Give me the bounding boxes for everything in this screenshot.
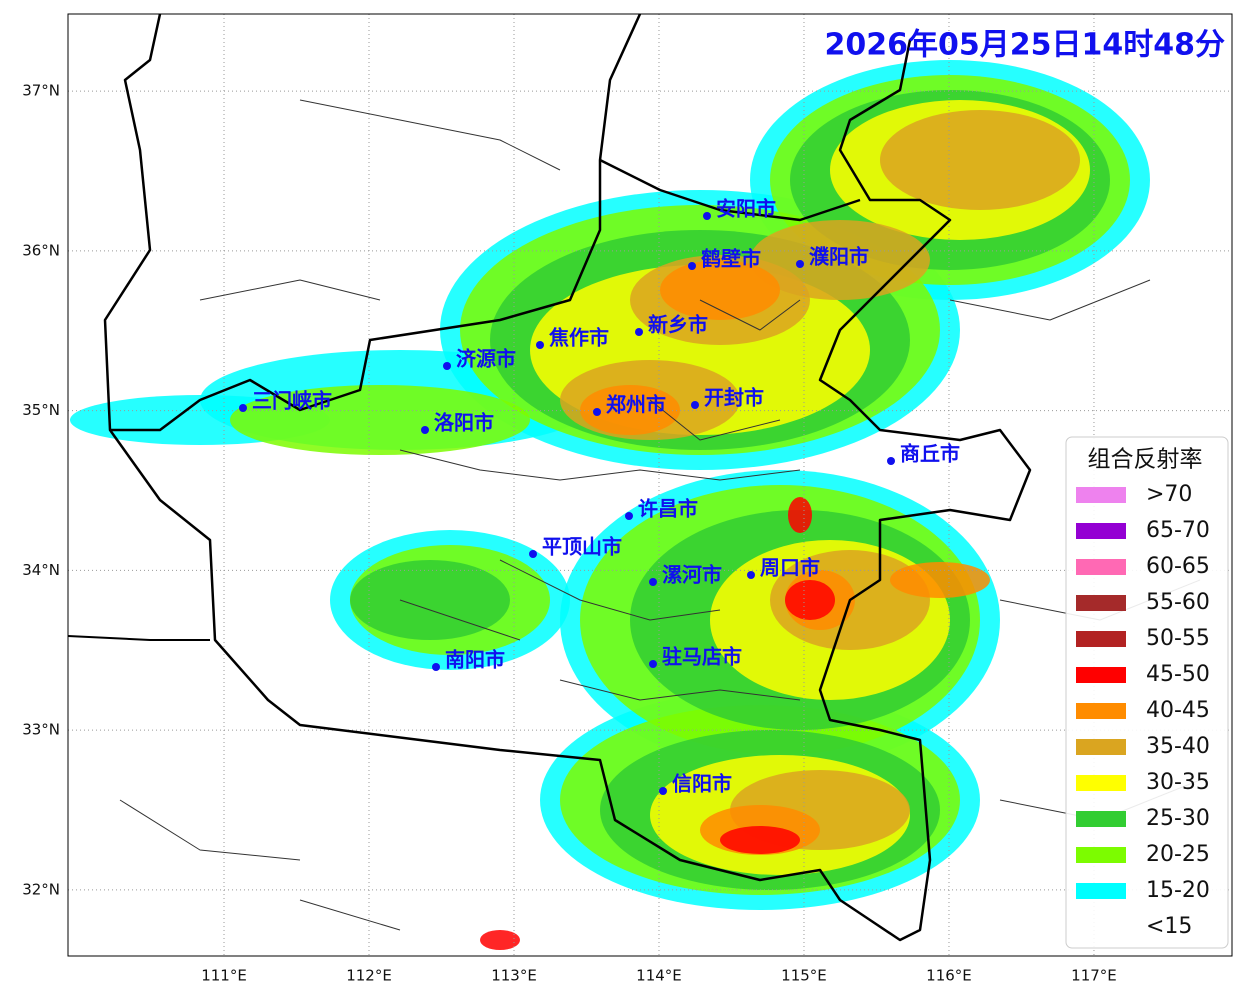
echo (720, 826, 800, 854)
city-label: 济源市 (456, 347, 516, 371)
boundaries (67, 13, 1201, 942)
city-dot (625, 512, 633, 520)
city-label: 南阳市 (445, 648, 505, 672)
city-dot (688, 262, 696, 270)
legend-label: 40-45 (1146, 698, 1210, 723)
y-tick-label: 36°N (22, 241, 60, 259)
legend-label: 20-25 (1146, 842, 1210, 867)
city-label: 周口市 (760, 556, 820, 580)
city-label: 开封市 (704, 386, 764, 410)
city-label: 平顶山市 (542, 535, 622, 559)
city-dot (421, 426, 429, 434)
city-label: 信阳市 (672, 772, 732, 796)
city-dot (593, 408, 601, 416)
city-label: 鹤壁市 (701, 247, 761, 271)
city-label: 安阳市 (716, 197, 776, 221)
city-dot (432, 663, 440, 671)
plot-frame (67, 13, 1233, 957)
legend-swatch (1076, 523, 1126, 539)
city-dot (239, 404, 247, 412)
legend-swatch (1076, 667, 1126, 683)
legend-swatch (1076, 595, 1126, 611)
city-dot (635, 328, 643, 336)
legend-title: 组合反射率 (1088, 447, 1203, 473)
city-dot (691, 401, 699, 409)
legend-label: 35-40 (1146, 734, 1210, 759)
city-dot (529, 550, 537, 558)
y-tick-label: 34°N (22, 561, 60, 579)
city-dot (796, 260, 804, 268)
echo (750, 220, 930, 300)
city-label: 驻马店市 (662, 645, 742, 669)
x-tick-label: 116°E (926, 967, 972, 985)
x-tick-label: 117°E (1071, 967, 1117, 985)
legend-swatch (1076, 559, 1126, 575)
x-tick-label: 113°E (491, 967, 537, 985)
x-tick-label: 115°E (781, 967, 827, 985)
echo (230, 385, 530, 455)
legend-swatch (1076, 703, 1126, 719)
y-tick-label: 33°N (22, 721, 60, 739)
legend-label: 45-50 (1146, 662, 1210, 687)
legend-label: <15 (1146, 914, 1192, 939)
city-label: 三门峡市 (252, 389, 332, 413)
echo (480, 930, 520, 950)
x-tick-label: 114°E (636, 967, 682, 985)
legend-label: 50-55 (1146, 626, 1210, 651)
legend-swatch (1076, 775, 1126, 791)
echo (785, 580, 835, 620)
city-label: 焦作市 (549, 326, 609, 350)
legend-swatch (1076, 487, 1126, 503)
radar-echoes (70, 60, 1150, 950)
y-tick-label: 32°N (22, 880, 60, 898)
city-dot (747, 571, 755, 579)
city-label: 洛阳市 (434, 411, 494, 435)
city-dot (887, 457, 895, 465)
y-tick-label: 35°N (22, 401, 60, 419)
x-tick-label: 112°E (346, 967, 392, 985)
city-dot (703, 212, 711, 220)
echo (660, 260, 780, 320)
legend-swatch (1076, 847, 1126, 863)
legend-swatch (1076, 739, 1126, 755)
echo (788, 497, 812, 533)
city-dot (649, 660, 657, 668)
city-dot (649, 578, 657, 586)
city-label: 许昌市 (638, 497, 698, 521)
city-label: 新乡市 (648, 313, 708, 337)
city-label: 濮阳市 (809, 245, 869, 269)
x-tick-label: 111°E (201, 967, 247, 985)
echo (890, 562, 990, 598)
legend-label: 15-20 (1146, 878, 1210, 903)
legend-swatch (1076, 883, 1126, 899)
legend-swatch (1076, 631, 1126, 647)
timestamp: 2026年05月25日14时48分 (825, 28, 1226, 63)
legend-label: 30-35 (1146, 770, 1210, 795)
city-dot (536, 341, 544, 349)
legend-box (1065, 436, 1229, 949)
legend-swatch (1076, 811, 1126, 827)
echo (880, 110, 1080, 210)
city-label: 商丘市 (900, 442, 960, 466)
legend-label: >70 (1146, 482, 1192, 507)
city-label: 郑州市 (606, 393, 666, 417)
legend-label: 55-60 (1146, 590, 1210, 615)
y-tick-label: 37°N (22, 82, 60, 100)
city-dot (443, 362, 451, 370)
echo (350, 560, 510, 640)
city-label: 漯河市 (662, 563, 722, 587)
legend-label: 60-65 (1146, 554, 1210, 579)
city-dot (659, 787, 667, 795)
echo (580, 385, 680, 435)
legend-label: 65-70 (1146, 518, 1210, 543)
legend: 组合反射率 >70 65-70 60-65 55-60 50-55 45-50 40-45 3… (1065, 436, 1229, 949)
legend-label: 25-30 (1146, 806, 1210, 831)
